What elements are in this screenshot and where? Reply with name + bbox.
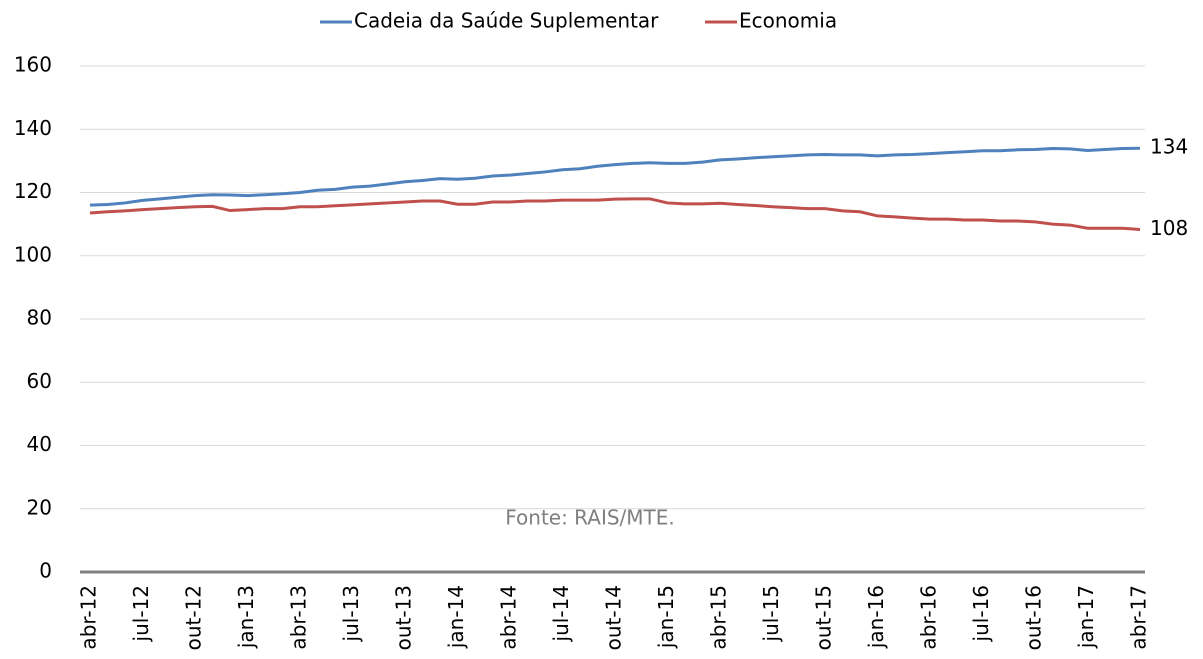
x-tick-label: jan-13 xyxy=(234,585,258,649)
y-tick-label: 40 xyxy=(27,432,52,456)
y-tick-label: 20 xyxy=(27,495,52,519)
end-label: 134 xyxy=(1150,135,1188,159)
x-tick-label: out-13 xyxy=(392,585,416,650)
x-tick-label: abr-16 xyxy=(917,585,941,650)
x-tick-label: jan-14 xyxy=(444,585,468,649)
x-tick-label: abr-15 xyxy=(707,585,731,650)
y-tick-label: 160 xyxy=(14,53,52,77)
x-tick-label: out-16 xyxy=(1022,585,1046,650)
series-line xyxy=(89,197,1141,231)
legend-label: Economia xyxy=(739,9,837,33)
y-tick-label: 0 xyxy=(39,559,52,583)
x-tick-label: jul-13 xyxy=(339,585,363,642)
y-tick-label: 140 xyxy=(14,116,52,140)
x-tick-label: abr-14 xyxy=(497,585,521,650)
legend-label: Cadeia da Saúde Suplementar xyxy=(354,9,659,33)
x-tick-label: jul-16 xyxy=(969,585,993,642)
y-tick-label: 60 xyxy=(27,369,52,393)
x-tick-label: jan-15 xyxy=(654,585,678,649)
x-tick-label: jul-15 xyxy=(759,585,783,642)
y-tick-label: 100 xyxy=(14,242,52,266)
x-tick-label: jul-12 xyxy=(129,585,153,642)
x-tick-label: out-12 xyxy=(182,585,206,650)
x-tick-label: out-15 xyxy=(812,585,836,650)
x-tick-label: jan-16 xyxy=(864,585,888,649)
x-tick-label: abr-13 xyxy=(287,585,311,650)
end-label: 108 xyxy=(1150,216,1188,240)
y-tick-label: 120 xyxy=(14,179,52,203)
source-note: Fonte: RAIS/MTE. xyxy=(505,506,675,530)
x-tick-label: abr-12 xyxy=(77,585,101,650)
x-tick-label: abr-17 xyxy=(1127,585,1151,650)
y-tick-label: 80 xyxy=(27,306,52,330)
series-line xyxy=(89,146,1141,207)
x-tick-label: jan-17 xyxy=(1074,585,1098,649)
x-tick-label: out-14 xyxy=(602,585,626,650)
x-tick-label: jul-14 xyxy=(549,585,573,642)
